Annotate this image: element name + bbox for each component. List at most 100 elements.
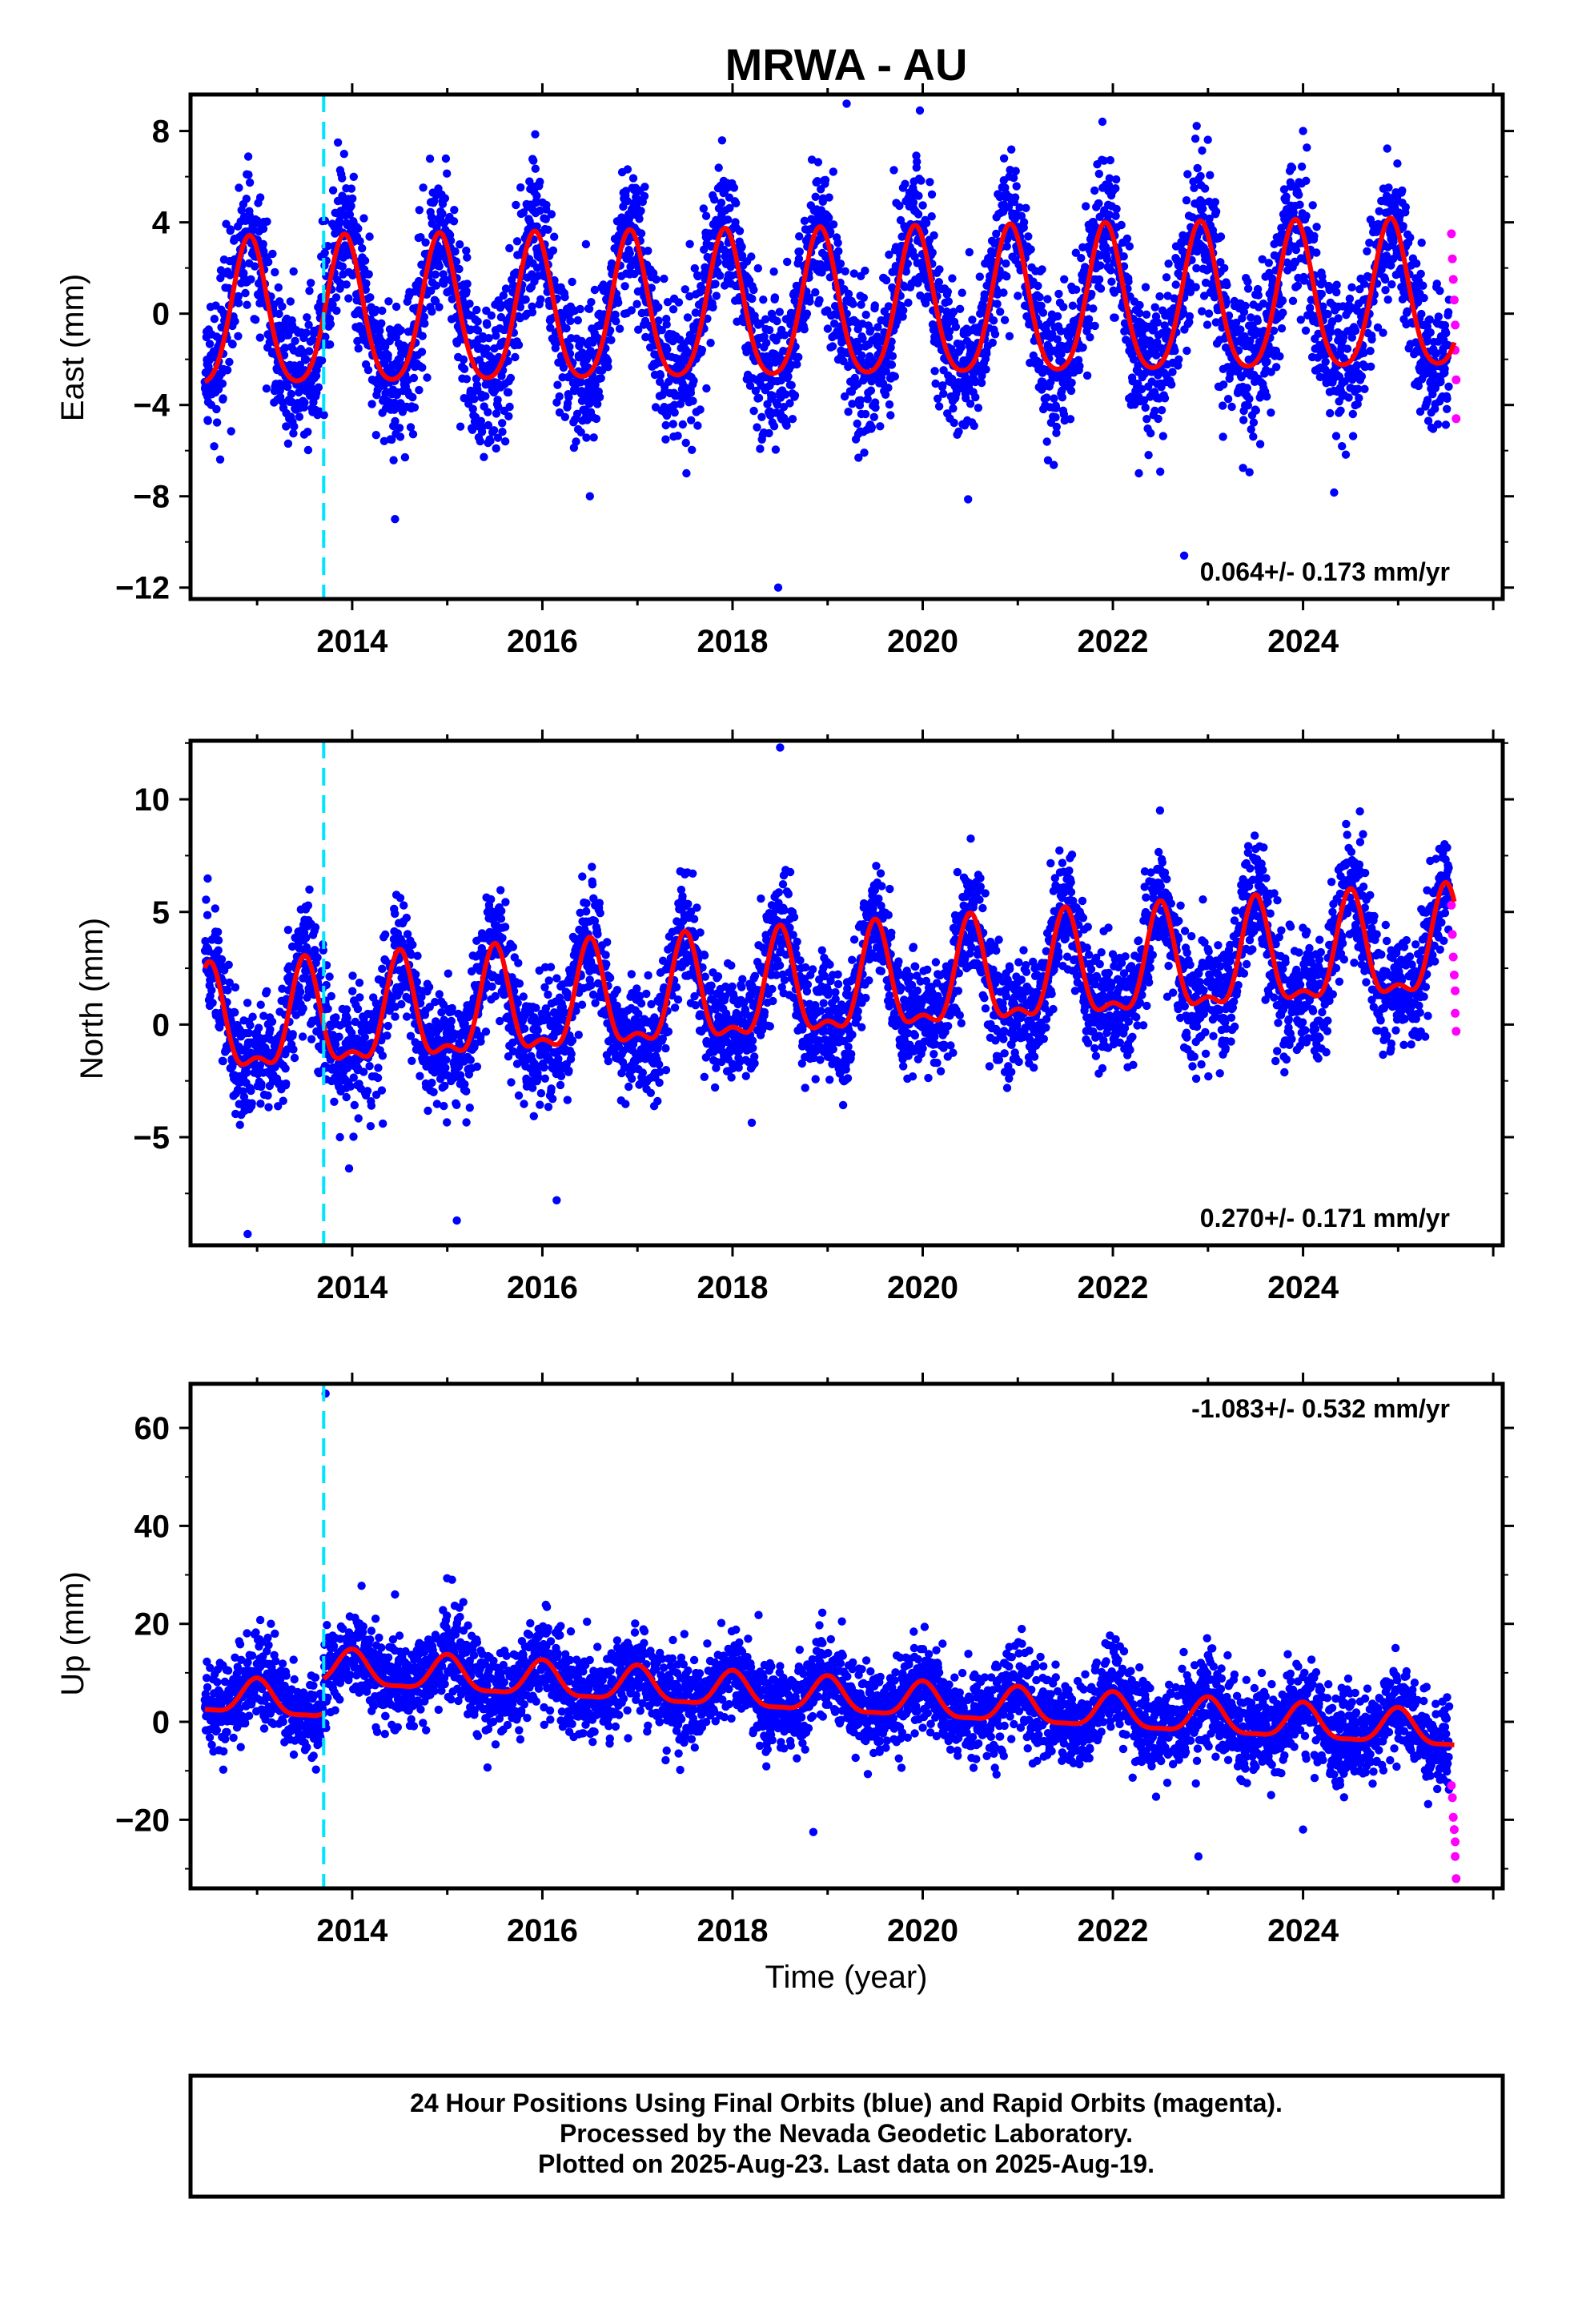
final-orbit-point [476,436,484,446]
final-orbit-point [1192,263,1201,273]
final-orbit-point [871,403,880,412]
final-orbit-point [427,212,436,222]
final-orbit-point [844,408,853,416]
final-orbit-point [938,381,947,390]
final-orbit-point [1168,368,1177,376]
final-orbit-point [957,343,966,352]
final-orbit-point [813,177,822,186]
final-orbit-point [1220,263,1229,272]
final-orbit-point [881,275,891,285]
final-orbit-point [964,495,973,504]
final-orbit-point [396,326,405,335]
final-orbit-point [227,427,235,436]
final-orbit-point [246,1021,255,1030]
final-orbit-point [771,445,781,454]
final-orbit-point [1355,393,1363,403]
final-orbit-point [1241,301,1250,311]
final-orbit-point [1419,293,1428,303]
final-orbit-point [408,430,418,439]
final-orbit-point [988,338,998,348]
final-orbit-point [944,332,954,342]
final-orbit-point [693,421,702,430]
final-orbit-point [748,294,757,304]
final-orbit-point [303,313,311,322]
rapid-orbit-point [1451,320,1460,330]
final-orbit-point [756,444,765,453]
final-orbit-point [1263,392,1271,401]
final-orbit-point [1312,248,1321,257]
final-orbit-point [747,252,756,261]
final-orbit-point [470,395,479,404]
final-orbit-point [366,293,375,302]
final-orbit-point [1301,326,1311,335]
final-orbit-point [1185,312,1195,321]
final-orbit-point [1206,171,1215,179]
final-orbit-point [1415,407,1425,416]
final-orbit-point [1199,243,1209,252]
final-orbit-point [1443,394,1452,403]
final-orbit-point [555,408,564,417]
final-orbit-point [264,258,273,267]
final-orbit-point [243,152,253,161]
final-orbit-point [784,372,793,381]
final-orbit-point [1251,406,1261,415]
final-orbit-point [1243,277,1252,286]
final-orbit-point [614,298,623,308]
final-orbit-point [669,305,678,314]
final-orbit-point [853,419,861,428]
final-orbit-point [1393,159,1402,168]
final-orbit-point [714,163,723,172]
final-orbit-point [1267,368,1275,376]
final-orbit-point [1219,432,1227,441]
final-orbit-point [660,274,669,283]
final-orbit-point [1327,328,1335,336]
final-orbit-point [934,402,944,411]
final-orbit-point [759,296,768,304]
final-orbit-point [1153,318,1162,327]
final-orbit-point [596,374,605,383]
final-orbit-point [219,394,227,403]
final-orbit-point [1299,276,1309,285]
final-orbit-point [867,423,877,432]
final-orbit-point [1303,143,1311,152]
final-orbit-point [573,316,582,325]
final-orbit-point [1211,318,1221,327]
final-orbit-point [203,911,212,919]
final-orbit-point [621,187,631,195]
final-orbit-point [1191,283,1200,292]
final-orbit-point [769,392,777,400]
final-orbit-point [1182,346,1191,356]
final-orbit-point [1243,384,1252,392]
final-orbit-point [620,282,629,291]
final-orbit-point [948,274,957,283]
final-orbit-point [521,295,530,304]
final-orbit-point [615,324,624,333]
final-orbit-point [834,247,843,255]
final-orbit-point [839,356,848,366]
final-orbit-point [1183,170,1192,179]
final-orbit-point [1423,416,1433,425]
final-orbit-point [455,264,464,274]
final-orbit-point [1112,204,1121,214]
final-orbit-point [1107,277,1116,286]
final-orbit-point [302,328,311,337]
final-orbit-point [347,184,356,193]
final-orbit-point [742,348,751,356]
final-orbit-point [1249,418,1259,427]
final-orbit-point [462,287,471,296]
final-orbit-point [769,267,778,276]
final-orbit-point [311,923,320,932]
outlier-point [1179,551,1189,560]
final-orbit-point [263,987,271,996]
final-orbit-point [247,1086,255,1096]
final-orbit-point [1141,403,1150,412]
final-orbit-point [225,357,234,367]
final-orbit-point [1419,281,1427,290]
final-orbit-point [632,300,641,308]
final-orbit-point [788,415,797,424]
final-orbit-point [347,202,355,211]
final-orbit-point [283,439,293,448]
final-orbit-point [219,1056,227,1066]
final-orbit-point [625,249,634,258]
